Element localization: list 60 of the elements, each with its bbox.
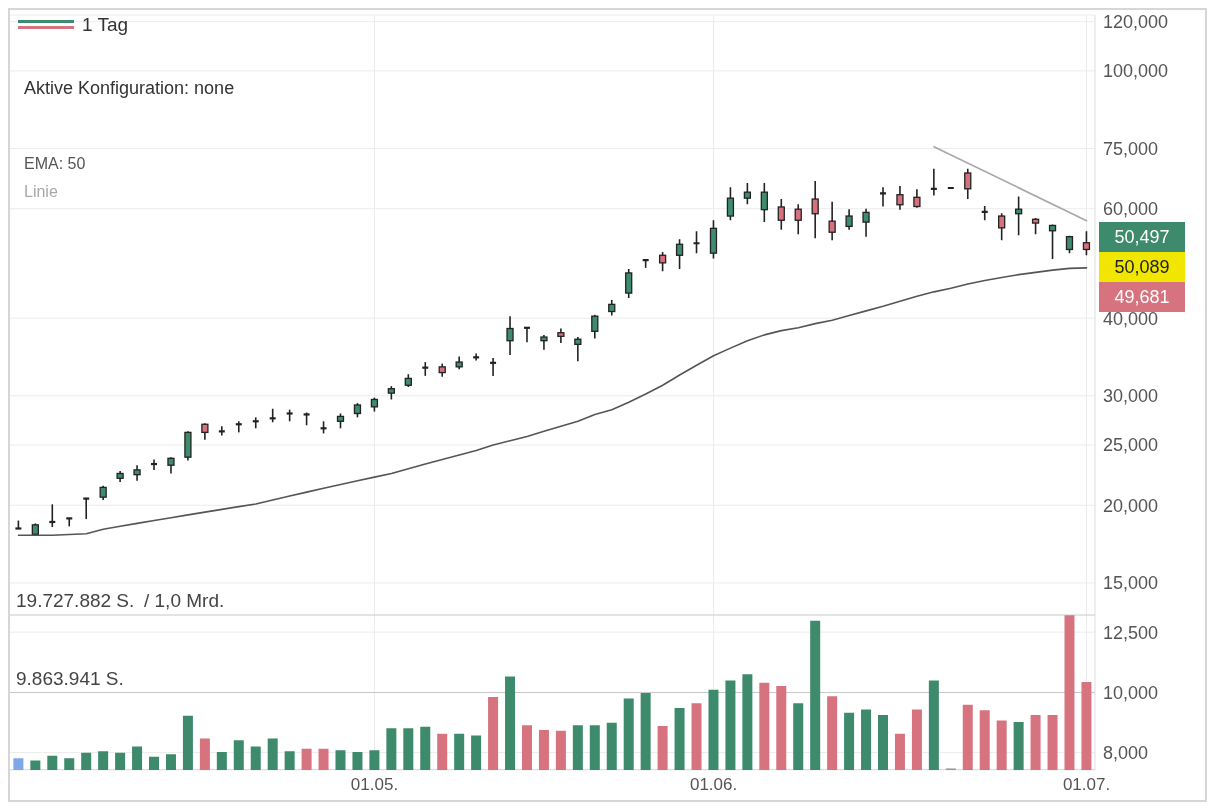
text: 49,681 — [1114, 287, 1170, 307]
candlestick — [896, 185, 904, 211]
candlestick — [675, 238, 684, 270]
candlestick — [522, 326, 532, 343]
candlestick — [506, 315, 514, 356]
text: 50,497 — [1099, 222, 1185, 252]
candlestick — [929, 167, 938, 197]
y-tick-label: 100,000 — [1103, 61, 1169, 82]
annotation: / 1,0 Mrd. — [144, 590, 225, 611]
candlestick — [82, 497, 91, 520]
y-tick-label: 60,000 — [1103, 199, 1159, 220]
candlestick — [658, 251, 667, 273]
candlestick — [149, 458, 159, 471]
candlestick — [862, 207, 870, 238]
candlestick — [964, 167, 972, 200]
candlestick — [743, 182, 752, 206]
y-tick-label: 30,000 — [1103, 386, 1159, 407]
candlestick — [760, 182, 768, 223]
candlestick — [472, 352, 481, 362]
candlestick — [777, 198, 785, 231]
x-tick-label: 01.07. — [1062, 775, 1111, 795]
y-tick-label: 15,000 — [1103, 573, 1159, 594]
candlestick — [692, 230, 701, 254]
candlestick — [574, 336, 582, 363]
candlestick — [998, 212, 1006, 241]
y-tick-label: 12,500 — [1103, 622, 1159, 643]
candlestick — [878, 186, 888, 208]
candlestick — [726, 186, 735, 222]
candlestick — [488, 357, 498, 377]
candlestick — [980, 205, 989, 222]
text: EMA: 50 — [24, 154, 86, 174]
candlestick — [794, 203, 802, 235]
chart-title: 1 Tag — [82, 14, 129, 36]
text: Linie — [24, 182, 59, 202]
candlestick — [625, 268, 633, 299]
candlestick — [217, 425, 226, 437]
y-tick-label: 20,000 — [1103, 495, 1159, 516]
y-tick-label: 25,000 — [1103, 435, 1159, 456]
candlestick — [591, 314, 599, 340]
candlestick — [48, 503, 57, 528]
text: 50,089 — [1099, 252, 1185, 282]
annotation: Aktive Konfiguration: none — [24, 78, 235, 99]
y-tick-label: 75,000 — [1103, 138, 1159, 159]
y-tick-label: 8,000 — [1103, 742, 1149, 763]
y-tick-label: 120,000 — [1103, 12, 1169, 33]
candlestick — [234, 420, 243, 434]
candlestick — [421, 361, 430, 377]
y-tick-label: 9.863.941 S. — [16, 667, 124, 689]
candlestick — [251, 416, 260, 430]
line-series — [17, 267, 1088, 537]
y-tick-label: 19.727.882 S. — [16, 590, 135, 611]
candlestick — [913, 188, 921, 209]
x-tick-label: 01.06. — [689, 775, 738, 795]
candlestick — [845, 208, 853, 231]
candlestick — [811, 180, 819, 239]
candlestick — [828, 200, 836, 241]
y-tick-label: 10,000 — [1103, 682, 1159, 703]
y-tick-label: 40,000 — [1103, 308, 1159, 329]
candlestick — [1082, 230, 1091, 257]
x-tick-label: 01.05. — [350, 775, 399, 795]
